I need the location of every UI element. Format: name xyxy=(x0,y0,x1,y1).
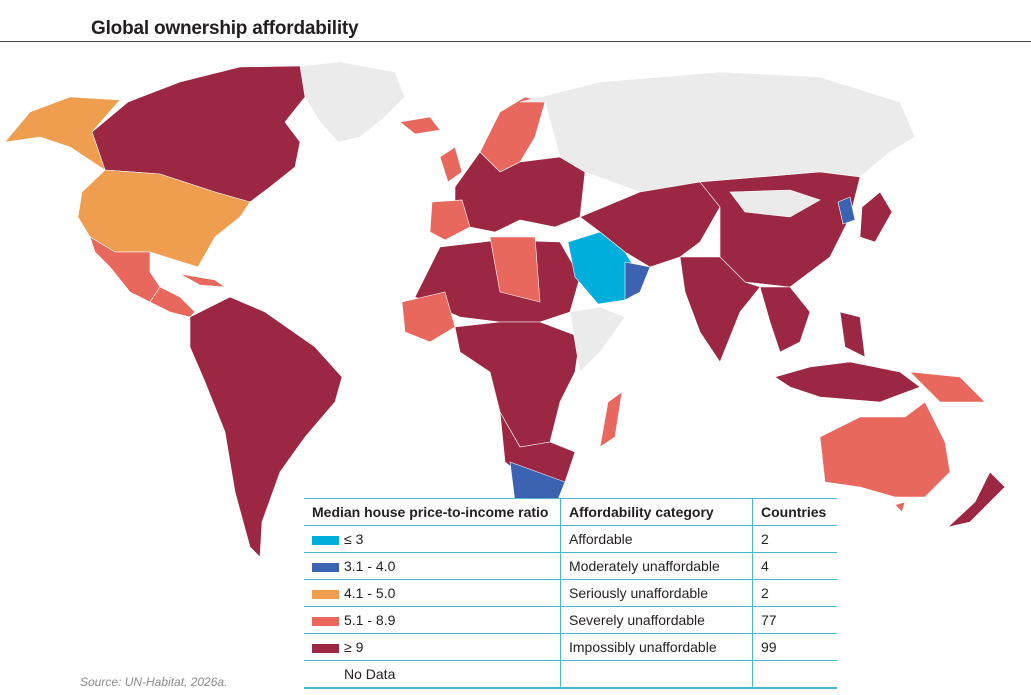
legend-count: 4 xyxy=(752,552,837,580)
legend-range-cell: ≥ 9 xyxy=(304,633,561,661)
southeast-asia xyxy=(759,286,811,353)
cuba xyxy=(179,273,227,288)
legend-row: 4.1 - 5.0 Seriously unaffordable 2 xyxy=(304,579,837,607)
legend-count: 2 xyxy=(752,579,837,607)
legend-count: 2 xyxy=(752,525,837,553)
world-map xyxy=(4,61,1006,558)
legend-row: 5.1 - 8.9 Severely unaffordable 77 xyxy=(304,606,837,634)
legend-row: No Data xyxy=(304,660,837,689)
greenland xyxy=(299,61,406,143)
legend-header-ratio: Median house price-to-income ratio xyxy=(304,498,561,526)
europe xyxy=(454,151,586,233)
legend-header-countries: Countries xyxy=(752,498,837,526)
alaska xyxy=(4,96,121,171)
legend-header-row: Median house price-to-income ratio Affor… xyxy=(304,498,837,526)
legend-row: 3.1 - 4.0 Moderately unaffordable 4 xyxy=(304,552,837,580)
legend-category: Impossibly unaffordable xyxy=(560,633,753,661)
oman xyxy=(624,261,651,301)
legend-range: ≥ 9 xyxy=(344,639,364,655)
legend-swatch xyxy=(312,562,339,572)
west-africa xyxy=(401,291,456,343)
legend-range: ≤ 3 xyxy=(344,531,364,547)
legend-row: ≤ 3 Affordable 2 xyxy=(304,525,837,553)
uk xyxy=(439,146,463,183)
legend-range: 5.1 - 8.9 xyxy=(344,612,396,628)
japan xyxy=(859,191,893,243)
iceland xyxy=(399,116,441,135)
legend-range-cell: 3.1 - 4.0 xyxy=(304,552,561,580)
legend-range: No Data xyxy=(344,666,396,682)
australia xyxy=(819,401,951,498)
madagascar xyxy=(599,391,623,448)
legend-range-cell: ≤ 3 xyxy=(304,525,561,553)
legend-count xyxy=(752,660,837,689)
legend-row: ≥ 9 Impossibly unaffordable 99 xyxy=(304,633,837,661)
legend-category: Seriously unaffordable xyxy=(560,579,753,607)
legend-swatch xyxy=(312,535,339,545)
mongolia xyxy=(729,189,821,218)
legend-table: Median house price-to-income ratio Affor… xyxy=(304,498,837,689)
legend-category: Moderately unaffordable xyxy=(560,552,753,580)
iberia xyxy=(429,199,471,241)
legend-category: Severely unaffordable xyxy=(560,606,753,634)
legend-range: 4.1 - 5.0 xyxy=(344,585,396,601)
philippines xyxy=(839,311,866,358)
south-asia xyxy=(679,256,761,363)
legend-count: 99 xyxy=(752,633,837,661)
middle-east-central-asia xyxy=(579,181,721,268)
legend-category xyxy=(560,660,753,689)
central-america xyxy=(149,286,196,318)
central-africa xyxy=(454,321,581,448)
legend-range-cell: 5.1 - 8.9 xyxy=(304,606,561,634)
libya xyxy=(489,236,541,303)
horn-of-africa xyxy=(569,306,626,373)
indonesia xyxy=(774,361,921,403)
legend-swatch xyxy=(312,616,339,626)
legend-swatch xyxy=(312,643,339,653)
legend-range-cell: No Data xyxy=(304,660,561,689)
source-note: Source: UN-Habitat, 2026a. xyxy=(80,675,228,689)
south-america xyxy=(189,296,343,558)
tasmania xyxy=(894,501,906,513)
legend-category: Affordable xyxy=(560,525,753,553)
legend-count: 77 xyxy=(752,606,837,634)
legend-header-category: Affordability category xyxy=(560,498,753,526)
new-guinea xyxy=(909,371,986,403)
korea xyxy=(837,196,856,225)
legend-range-cell: 4.1 - 5.0 xyxy=(304,579,561,607)
southern-africa xyxy=(499,411,576,483)
page-title: Global ownership affordability xyxy=(91,18,359,39)
legend-swatch xyxy=(312,589,339,599)
legend-range: 3.1 - 4.0 xyxy=(344,558,396,574)
new-zealand xyxy=(946,471,1006,528)
title-divider xyxy=(0,41,1031,42)
